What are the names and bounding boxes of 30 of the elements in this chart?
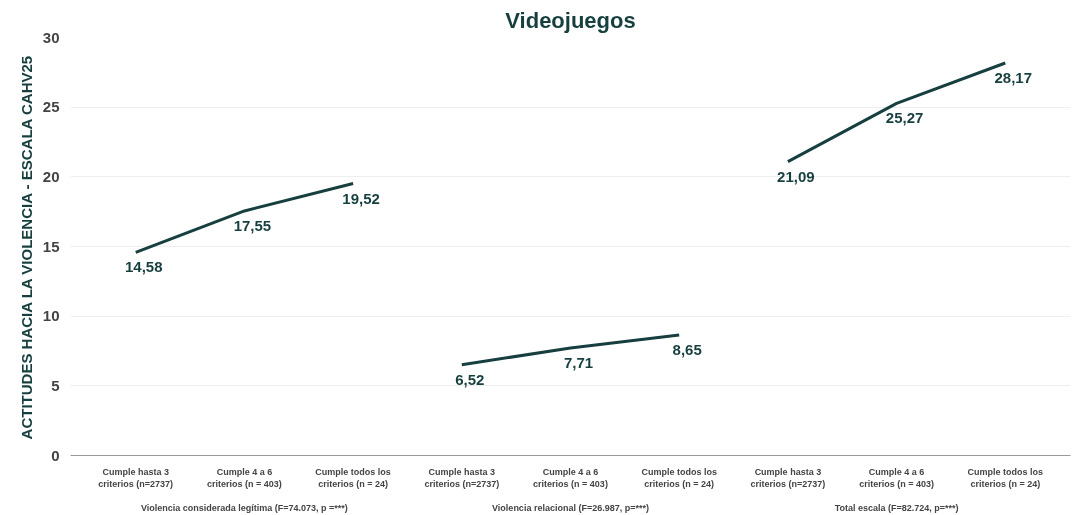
x-tick-label: Cumple todos los criterios (n = 24) [315, 466, 391, 489]
y-tick-label: 25 [42, 98, 60, 116]
x-tick-label: Cumple hasta 3 criterios (n=2737) [750, 466, 826, 489]
x-tick-label: Cumple 4 a 6 criterios (n = 403) [207, 466, 282, 489]
data-label: 6,52 [455, 370, 485, 388]
y-tick-label: 5 [51, 376, 60, 394]
data-label: 8,65 [672, 340, 702, 358]
y-tick-label: 10 [42, 307, 60, 325]
x-tick-label: Cumple 4 a 6 criterios (n = 403) [533, 466, 608, 489]
x-tick-label: Cumple hasta 3 criterios (n=2737) [98, 466, 174, 489]
y-tick-label: 20 [42, 167, 60, 185]
data-label: 21,09 [777, 167, 815, 185]
text: Total escala (F=82.724, p=***) [834, 502, 959, 513]
x-tick-label: Cumple todos los criterios (n = 24) [641, 466, 717, 489]
text: Violencia relacional (F=26.987, p=***) [492, 502, 649, 513]
x-tick-label: Cumple hasta 3 criterios (n=2737) [424, 466, 500, 489]
y-axis-title: ACTITUDES HACIA LA VIOLENCIA - ESCALA CAHV25 [17, 55, 35, 440]
data-label: 14,58 [124, 258, 163, 276]
y-tick-label: 30 [42, 28, 60, 46]
data-label: 28,17 [994, 69, 1033, 86]
x-tick-label: Cumple todos los criterios (n = 24) [967, 466, 1044, 489]
y-tick-label: 15 [42, 237, 60, 255]
text: Violencia considerada legítima (F=74.073, p =***) [140, 502, 348, 513]
data-label: 19,52 [342, 189, 380, 207]
y-tick-label: 0 [51, 446, 60, 464]
data-label: 7,71 [563, 354, 594, 372]
data-label: 25,27 [885, 109, 924, 127]
data-label: 17,55 [233, 216, 272, 234]
x-tick-label: Cumple 4 a 6 criterios (n = 403) [859, 466, 934, 489]
chart-title: Videojuegos [505, 7, 636, 33]
